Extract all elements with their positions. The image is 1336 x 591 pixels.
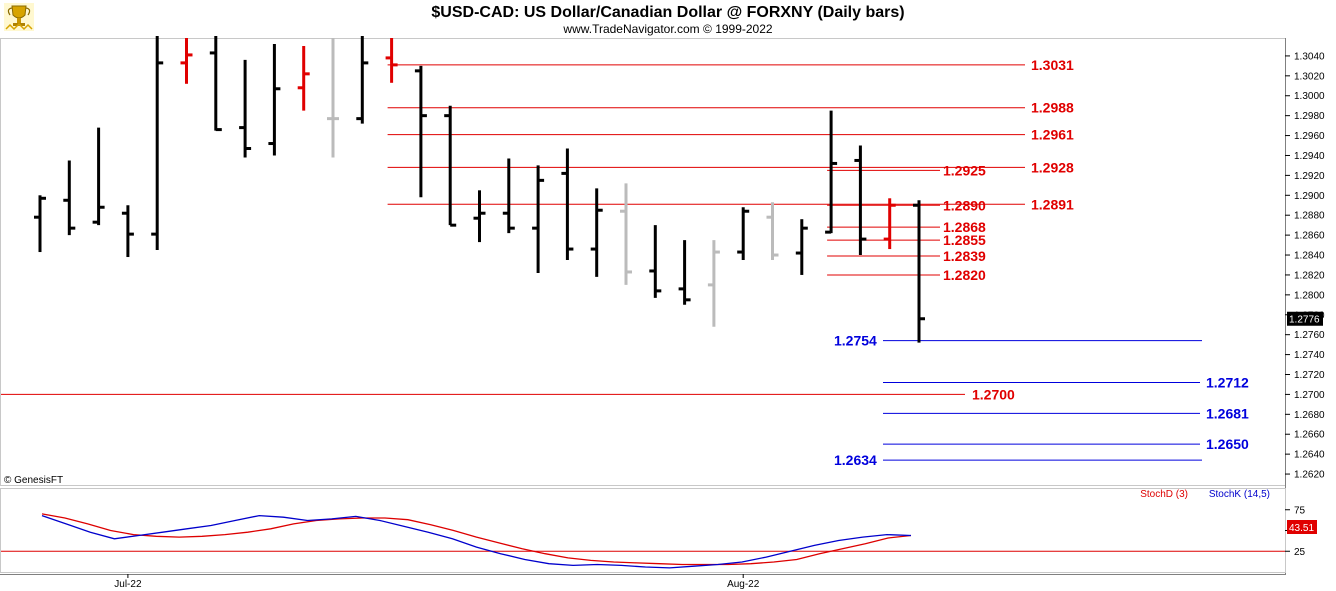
y-tick-label: 1.2820 [1294, 270, 1325, 281]
stoch-axis: 755025 [1, 505, 1306, 558]
support-label: 1.2681 [1206, 405, 1249, 421]
ohlc-bar [473, 190, 486, 243]
ohlc-bar [121, 205, 134, 258]
y-tick-label: 1.2640 [1294, 450, 1325, 461]
ohlc-bar [532, 165, 545, 273]
resistance-label: 1.2839 [943, 248, 986, 264]
ohlc-bar [561, 148, 574, 261]
ohlc-bar [385, 38, 398, 83]
y-tick-label: 1.2680 [1294, 410, 1325, 421]
ohlc-bar [825, 110, 838, 234]
support-label: 1.2650 [1206, 436, 1249, 452]
ohlc-bar [795, 219, 808, 275]
stoch-last-label: 43.51 [1289, 523, 1314, 534]
ohlc-bars [34, 36, 925, 343]
y-tick-label: 1.2940 [1294, 151, 1325, 162]
legend-stochk: StochK (14,5) [1209, 489, 1270, 500]
resistance-label: 1.2820 [943, 267, 986, 283]
resistance-label: 1.2890 [943, 197, 986, 213]
stoch-series-line [41, 513, 912, 566]
resistance-label: 1.2868 [943, 219, 986, 235]
support-label: 1.2712 [1206, 374, 1249, 390]
trophy-icon [4, 3, 34, 31]
ohlc-bar [854, 145, 867, 256]
support-label: 1.2634 [834, 452, 877, 468]
y-tick-label: 1.2880 [1294, 211, 1325, 222]
ohlc-bar [151, 36, 164, 251]
ohlc-bar [63, 160, 76, 236]
chart-title: $USD-CAD: US Dollar/Canadian Dollar @ FO… [431, 4, 904, 21]
ohlc-bar [913, 200, 925, 343]
y-tick-label: 1.2900 [1294, 191, 1325, 202]
ohlc-bar [444, 105, 457, 227]
resistance-label: 1.2891 [1031, 196, 1074, 212]
ohlc-bar [649, 225, 662, 298]
support-label: 1.2754 [834, 333, 877, 349]
ohlc-bar [297, 45, 310, 111]
stoch-tick-label: 25 [1294, 547, 1306, 558]
ohlc-bar [678, 240, 691, 305]
price-panel [0, 38, 1286, 486]
y-tick-label: 1.2700 [1294, 390, 1325, 401]
ohlc-bar [737, 207, 750, 261]
x-axis: Jul-22 Aug-22 [0, 574, 1285, 590]
last-price-marker: 1.2776 [1287, 311, 1323, 326]
resistance-label: 1.2855 [943, 232, 986, 248]
resistance-label: 1.3031 [1031, 57, 1074, 73]
ohlc-bar [883, 198, 896, 250]
y-tick-label: 1.2620 [1294, 470, 1325, 481]
y-tick-label: 1.2660 [1294, 430, 1325, 441]
y-tick-label: 1.2800 [1294, 290, 1325, 301]
ohlc-bar [414, 65, 427, 198]
ohlc-bar [590, 188, 603, 277]
ohlc-bar [502, 158, 515, 234]
ohlc-bar [766, 202, 779, 261]
stoch-lines [41, 513, 912, 569]
y-tick-label: 1.2740 [1294, 350, 1325, 361]
y-tick-label: 1.2860 [1294, 231, 1325, 242]
resistance-label: 1.2988 [1031, 100, 1074, 116]
y-tick-label: 1.2760 [1294, 330, 1325, 341]
resistance-label: 1.2700 [972, 386, 1015, 402]
ohlc-bar [327, 38, 339, 158]
ohlc-bar [356, 36, 369, 124]
logo [4, 3, 34, 31]
ohlc-bar [34, 195, 46, 253]
y-tick-label: 1.3040 [1294, 51, 1325, 62]
y-tick-label: 1.2920 [1294, 171, 1325, 182]
ohlc-bar [209, 36, 222, 132]
stoch-panel [0, 488, 1286, 573]
y-tick-label: 1.2980 [1294, 111, 1325, 122]
y-tick-label: 1.3020 [1294, 71, 1325, 82]
price-axis: 1.3040 1.3020 1.3000 1.2980 1.2960 1.2940 1.29… [1285, 51, 1325, 481]
x-tick-label: Aug-22 [727, 579, 760, 590]
legend-stochd: StochD (3) [1140, 489, 1188, 500]
ohlc-bar [239, 59, 252, 158]
stoch-series-line [41, 514, 912, 569]
ohlc-bar [268, 43, 281, 156]
resistance-label: 1.2925 [943, 162, 986, 178]
ohlc-bar [620, 183, 632, 285]
y-tick-label: 1.2960 [1294, 131, 1325, 142]
x-tick-label: Jul-22 [114, 579, 142, 590]
ohlc-bar [180, 38, 193, 84]
resistance-label: 1.2961 [1031, 127, 1074, 143]
y-tick-label: 1.2840 [1294, 251, 1325, 262]
y-tick-label: 1.3000 [1294, 91, 1325, 102]
ohlc-bar [92, 127, 105, 226]
y-tick-label: 1.2720 [1294, 370, 1325, 381]
copyright-label: © GenesisFT [4, 475, 63, 486]
resistance-label: 1.2928 [1031, 159, 1074, 175]
chart-subtitle: www.TradeNavigator.com © 1999-2022 [562, 22, 772, 36]
stoch-last-marker: 43.51 [1287, 520, 1317, 534]
stoch-tick-label: 75 [1294, 505, 1306, 516]
last-price-label: 1.2776 [1289, 315, 1320, 326]
ohlc-bar [707, 240, 720, 327]
